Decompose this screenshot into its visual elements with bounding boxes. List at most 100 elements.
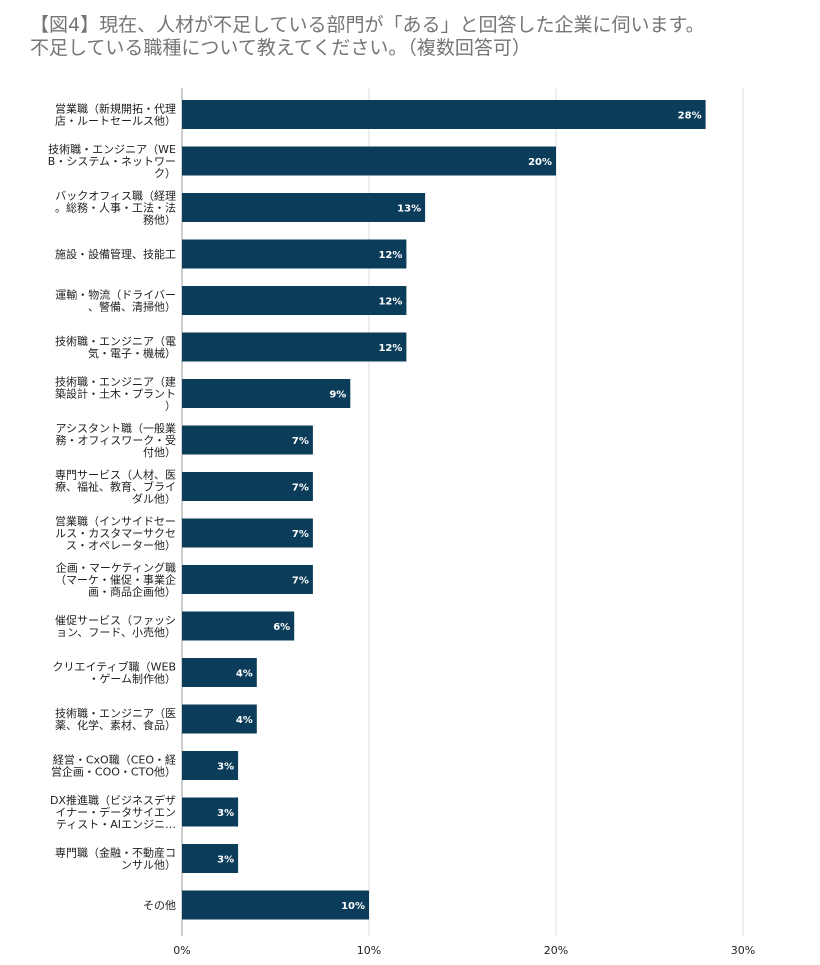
bar-8 [182, 472, 313, 501]
bar-13 [182, 704, 257, 734]
bar-value-label-0: 28% [678, 111, 702, 122]
category-label-line: 築設計・土木・プラント [55, 387, 176, 401]
category-label-10: 企画・マーケティング職（マーケ・催促・事業企画・商品企画他） [55, 561, 176, 599]
category-label-line: 。総務・人事・工法・法 [55, 201, 176, 215]
category-label-line: 施設・設備管理、技能工 [55, 247, 176, 261]
category-label-line: ） [165, 400, 176, 413]
bar-10 [182, 565, 313, 594]
category-label-6: 技術職・エンジニア（建築設計・土木・プラント） [55, 375, 176, 413]
category-label-9: 営業職（インサイドセールス・カスタマーサクセス・オペレーター他） [55, 514, 176, 552]
bar-6 [182, 379, 351, 408]
category-label-line: 専門サービス（人材、医 [55, 468, 176, 482]
category-label-line: 技術職・エンジニア（電 [55, 335, 176, 348]
bar-value-label-13: 4% [236, 715, 253, 726]
category-label-line: 営業職（新規開拓・代理 [55, 102, 176, 116]
category-label-2: バックオフィス職（経理。総務・人事・工法・法務他） [55, 190, 176, 227]
category-label-line: 専門職（金融・不動産コ [55, 846, 176, 860]
x-tick-label-3: 30% [731, 944, 755, 957]
category-label-line: ンサル他） [121, 859, 176, 872]
category-label-line: ダル他） [132, 492, 176, 506]
category-label-12: クリエイティブ職（WEB ・ゲーム制作他） [53, 660, 177, 686]
category-label-line: 経営・CxO職（CEO・経 [53, 753, 176, 767]
category-label-line: バックオフィス職（経理 [55, 190, 176, 203]
x-tick-label-2: 20% [544, 944, 568, 957]
category-label-line: 技術職・エンジニア（医 [55, 707, 176, 720]
category-label-line: 務・オフィスワーク・受 [55, 433, 176, 447]
bar-2 [182, 193, 426, 222]
category-label-line: アシスタント職（一般業 [55, 422, 176, 435]
bar-9 [182, 518, 313, 548]
category-label-line: ・ゲーム制作他） [88, 673, 176, 686]
category-label-line: ス・オペレーター他） [66, 539, 176, 552]
category-label-line: 店・ルートセールス他） [55, 114, 176, 128]
category-label-line: 催促サービス（ファッシ [55, 613, 176, 627]
category-label-line: ク） [154, 167, 176, 180]
bar-7 [182, 425, 313, 455]
bar-value-label-16: 3% [217, 855, 234, 866]
category-label-line: その他 [143, 899, 176, 912]
category-label-line: B・システム・ネットワー [48, 155, 176, 168]
category-label-line: 技術職・エンジニア（WE [48, 143, 176, 156]
bar-value-label-6: 9% [329, 390, 346, 401]
category-label-line: ティスト・AIエンジニ… [56, 818, 176, 831]
chart-title: 【図4】現在、人材が不足している部門が「ある」と回答した企業に伺います。 不足し… [30, 14, 810, 60]
category-label-line: 営業職（インサイドセー [55, 514, 176, 528]
bar-value-label-12: 4% [236, 669, 253, 680]
category-label-line: 気・電子・機械） [88, 346, 176, 360]
category-label-15: DX推進職（ビジネスデザイナー・データサイエンティスト・AIエンジニ… [50, 793, 176, 831]
category-label-5: 技術職・エンジニア（電気・電子・機械） [55, 335, 176, 360]
category-label-line: 営企画・COO・CTO他） [51, 765, 176, 779]
bar-value-label-10: 7% [292, 576, 309, 587]
category-label-line: 画・商品企画他） [88, 585, 176, 599]
category-label-4: 運輸・物流（ドライバー、警備、清掃他） [55, 288, 176, 314]
category-label-0: 営業職（新規開拓・代理店・ルートセールス他） [55, 102, 176, 128]
bar-value-label-9: 7% [292, 529, 309, 540]
category-label-line: 運輸・物流（ドライバー [55, 288, 176, 302]
bar-value-label-3: 12% [378, 250, 402, 261]
bar-value-label-4: 12% [378, 297, 402, 308]
category-label-line: ョン、フード、小売他） [56, 626, 176, 639]
category-label-line: 務他） [143, 213, 176, 227]
x-tick-label-0: 0% [173, 944, 190, 957]
chart-title-line-2: 不足している職種について教えてください。（複数回答可） [30, 37, 531, 59]
category-label-16: 専門職（金融・不動産コンサル他） [55, 846, 176, 872]
bar-value-label-2: 13% [397, 204, 421, 215]
category-label-17: その他 [143, 899, 176, 912]
bar-16 [182, 844, 239, 873]
chart-title-line-1: 【図4】現在、人材が不足している部門が「ある」と回答した企業に伺います。 [30, 14, 705, 36]
category-label-line: クリエイティブ職（WEB [53, 660, 177, 674]
category-label-line: 療、福祉、教育、ブライ [55, 480, 176, 494]
bar-value-label-11: 6% [273, 622, 290, 633]
bar-value-label-17: 10% [341, 901, 365, 912]
category-label-line: 、警備、清掃他） [88, 300, 176, 314]
bar-value-label-5: 12% [378, 343, 402, 354]
category-label-1: 技術職・エンジニア（WE B・システム・ネットワーク） [48, 143, 176, 180]
bar-11 [182, 611, 295, 641]
x-tick-label-1: 10% [357, 944, 381, 957]
bar-14 [182, 751, 239, 780]
bar-3 [182, 239, 407, 269]
category-label-7: アシスタント職（一般業務・オフィスワーク・受付他） [55, 422, 176, 459]
category-label-line: イナー・データサイエン [55, 805, 176, 819]
bar-17 [182, 890, 369, 920]
category-label-line: ルス・カスタマーサクセ [55, 527, 176, 540]
bar-value-label-8: 7% [292, 483, 309, 494]
bar-15 [182, 797, 239, 827]
bar-value-label-1: 20% [528, 157, 552, 168]
category-label-11: 催促サービス（ファッション、フード、小売他） [55, 613, 176, 639]
category-label-8: 専門サービス（人材、医療、福祉、教育、ブライダル他） [55, 468, 176, 506]
bar-1 [182, 146, 556, 176]
category-label-line: DX推進職（ビジネスデザ [50, 793, 176, 807]
bar-value-label-7: 7% [292, 436, 309, 447]
category-label-line: 企画・マーケティング職 [56, 561, 176, 575]
category-label-3: 施設・設備管理、技能工 [55, 247, 176, 261]
bar-value-label-14: 3% [217, 762, 234, 773]
category-label-14: 経営・CxO職（CEO・経営企画・COO・CTO他） [51, 753, 176, 779]
category-label-line: （マーケ・催促・事業企 [55, 573, 176, 587]
bar-value-label-15: 3% [217, 808, 234, 819]
bar-12 [182, 658, 257, 687]
category-label-line: 技術職・エンジニア（建 [55, 375, 176, 389]
bar-4 [182, 286, 407, 315]
bar-5 [182, 332, 407, 362]
